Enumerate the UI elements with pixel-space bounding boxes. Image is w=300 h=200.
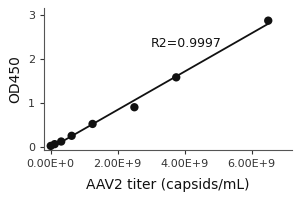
Point bbox=[69, 134, 74, 137]
Point bbox=[52, 143, 57, 146]
Text: R2=0.9997: R2=0.9997 bbox=[151, 37, 222, 50]
Point bbox=[266, 19, 271, 22]
Point bbox=[90, 122, 95, 126]
Point bbox=[59, 140, 64, 143]
X-axis label: AAV2 titer (capsids/mL): AAV2 titer (capsids/mL) bbox=[86, 178, 250, 192]
Point bbox=[48, 144, 53, 148]
Point bbox=[132, 106, 137, 109]
Y-axis label: OD450: OD450 bbox=[8, 55, 22, 103]
Point bbox=[174, 76, 178, 79]
